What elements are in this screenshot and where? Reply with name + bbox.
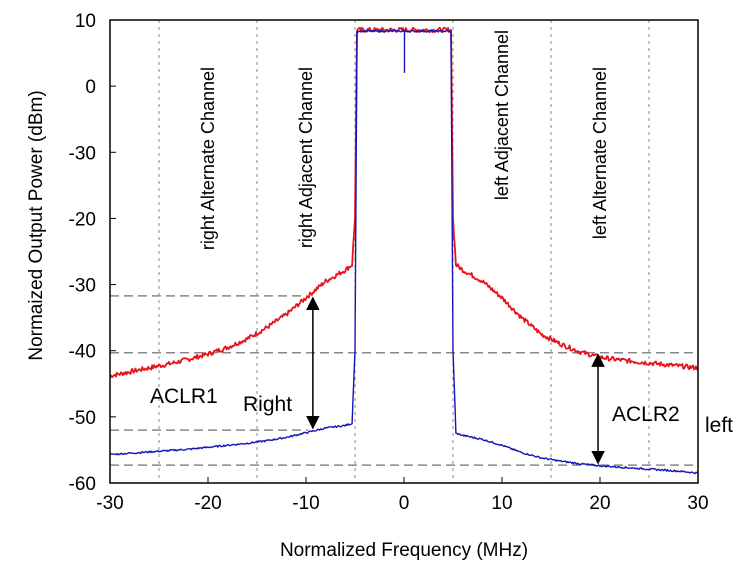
x-tick-label: 30 — [687, 493, 708, 514]
x-tick-label: 0 — [399, 493, 410, 514]
x-tick-label: -30 — [96, 493, 123, 514]
region-label: left Alternate Channel — [590, 67, 610, 239]
region-label: left Adjacent Channel — [492, 30, 512, 200]
y-tick-label: -30 — [69, 143, 96, 164]
x-axis-ticks: -30 -20 -10 0 10 20 30 — [96, 477, 709, 514]
aclr-annotations: ACLR1 Right ACLR2 left — [150, 296, 733, 465]
aclr-label: ACLR1 — [150, 385, 218, 408]
y-tick-label: 10 — [75, 11, 96, 32]
region-labels: right Alternate Channel right Adjacent Ch… — [198, 30, 610, 250]
y-axis-title: Normaized Output Power (dBm) — [26, 90, 47, 360]
region-label: right Adjacent Channel — [296, 67, 316, 248]
x-axis-title: Normalized Frequency (MHz) — [280, 540, 528, 561]
y-tick-label: 0 — [85, 77, 96, 98]
y-tick-label: -30 — [69, 276, 96, 297]
aclr-subscript: left — [705, 414, 733, 437]
aclr-label: ACLR2 — [612, 403, 680, 426]
x-tick-label: 20 — [589, 493, 610, 514]
y-tick-label: -20 — [69, 209, 96, 230]
y-axis-ticks: 10 0 -30 -20 -30 -40 -50 -60 — [69, 11, 116, 495]
x-tick-label: -20 — [194, 493, 221, 514]
region-label: right Alternate Channel — [198, 67, 218, 250]
x-tick-label: 10 — [491, 493, 512, 514]
y-tick-label: -50 — [69, 408, 96, 429]
series-line-blue — [109, 29, 699, 475]
x-tick-label: -10 — [292, 493, 319, 514]
aclr-subscript: Right — [243, 393, 292, 416]
y-tick-label: -60 — [69, 474, 96, 495]
y-tick-label: -40 — [69, 342, 96, 363]
